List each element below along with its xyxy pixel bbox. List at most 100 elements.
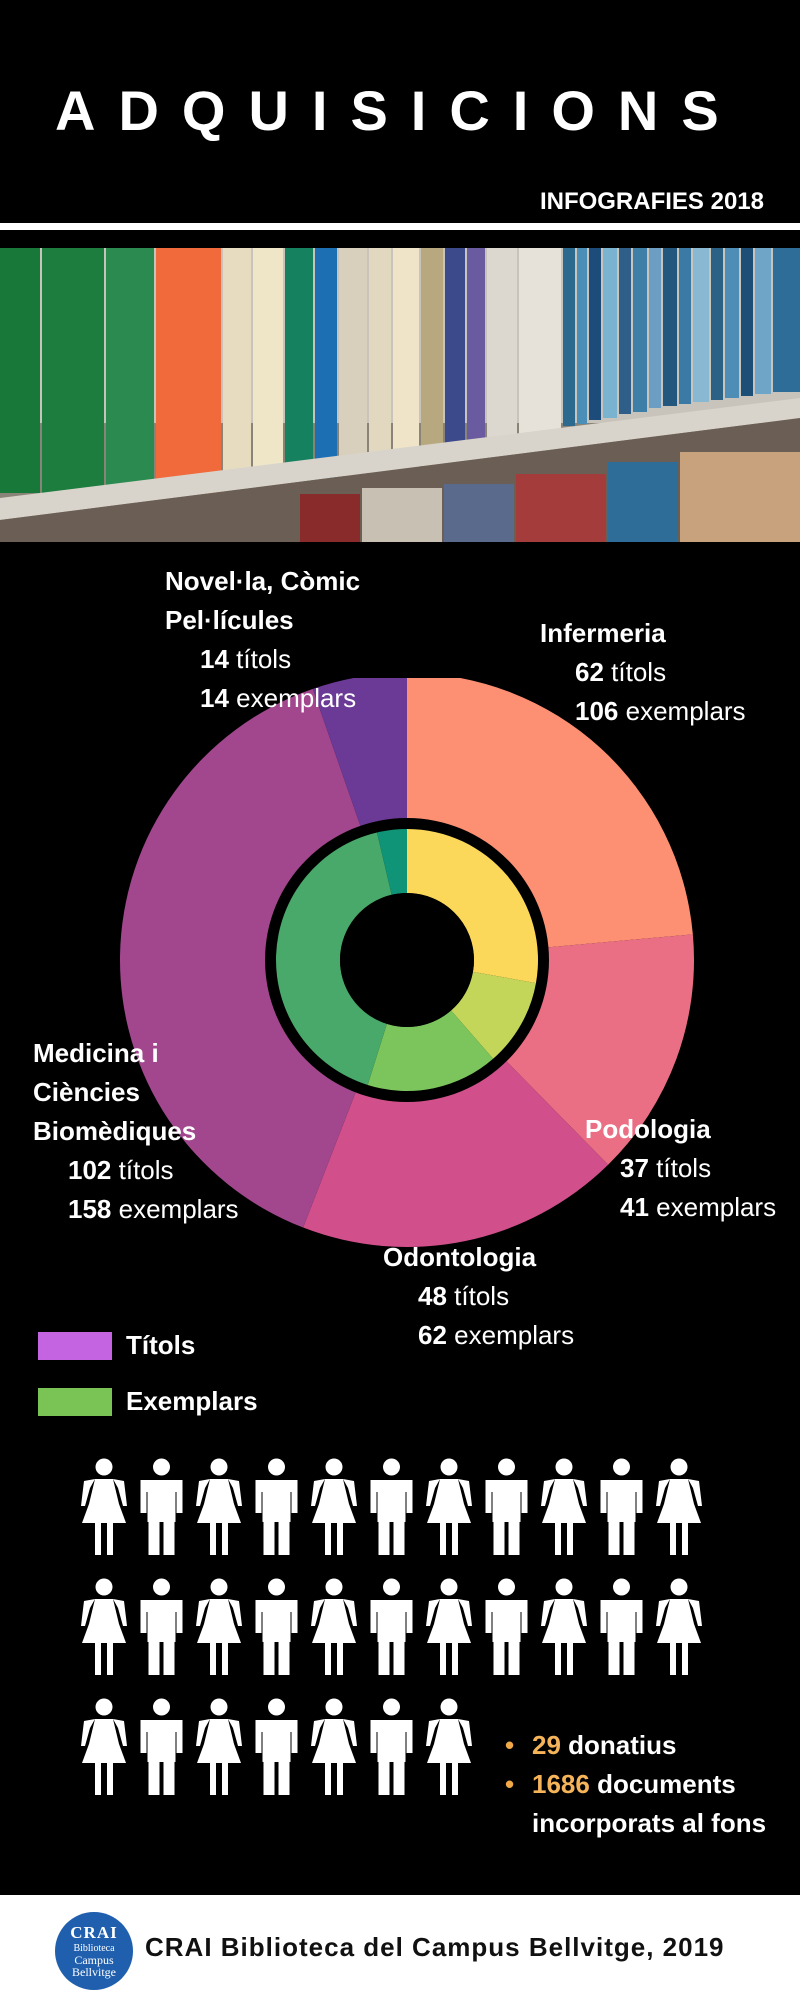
person-male-icon xyxy=(600,1458,643,1555)
copies-value: 62 xyxy=(418,1320,447,1350)
copies-slice-2 xyxy=(367,1010,494,1091)
titles-ring xyxy=(120,678,694,1247)
person-female-icon xyxy=(541,1578,587,1675)
person-female-icon xyxy=(311,1458,357,1555)
copies-unit: exemplars xyxy=(454,1320,575,1350)
bookshelf-photo xyxy=(0,248,800,542)
bullet-icon: • xyxy=(505,1730,515,1760)
person-female-icon xyxy=(426,1698,472,1795)
label-medicina: Medicina i Ciències Biomèdiques 102 títo… xyxy=(33,1034,239,1229)
acquisitions-donut-chart xyxy=(120,678,694,1247)
stats-list: • 29 donatius • 1686 documents incorpora… xyxy=(505,1726,795,1843)
person-female-icon xyxy=(656,1458,702,1555)
legend-item-titols: Títols xyxy=(38,1330,195,1361)
stat-label: documents incorporats al fons xyxy=(532,1769,767,1838)
divider xyxy=(0,223,800,230)
copies-unit: exemplars xyxy=(118,1194,239,1224)
people-pictogram xyxy=(81,1458,702,1795)
copies-slice-1 xyxy=(451,971,536,1059)
legend-item-exemplars: Exemplars xyxy=(38,1386,258,1417)
category-name: Novel·la, Còmic xyxy=(165,566,361,596)
person-female-icon xyxy=(656,1578,702,1675)
titles-slice-3 xyxy=(120,688,362,1228)
category-name: Biomèdiques xyxy=(33,1116,197,1146)
person-male-icon xyxy=(255,1458,298,1555)
person-female-icon xyxy=(81,1698,127,1795)
person-male-icon xyxy=(600,1578,643,1675)
copies-unit: exemplars xyxy=(236,683,357,713)
person-female-icon xyxy=(196,1698,242,1795)
person-male-icon xyxy=(370,1578,413,1675)
category-name: Ciències xyxy=(33,1077,140,1107)
copies-slice-0 xyxy=(407,829,538,984)
stat-item-donations: • 29 donatius xyxy=(505,1726,795,1765)
person-male-icon xyxy=(140,1578,183,1675)
footer xyxy=(0,1895,800,2000)
person-female-icon xyxy=(426,1578,472,1675)
legend-label: Exemplars xyxy=(126,1386,258,1416)
copies-unit: exemplars xyxy=(656,1192,777,1222)
person-female-icon xyxy=(81,1578,127,1675)
crai-logo: CRAI Biblioteca Campus Bellvitge xyxy=(55,1912,133,1990)
copies-value: 41 xyxy=(620,1192,649,1222)
person-male-icon xyxy=(255,1698,298,1795)
titles-slice-0 xyxy=(407,678,693,948)
person-female-icon xyxy=(196,1458,242,1555)
titles-unit: títols xyxy=(656,1153,712,1183)
bookshelf-image xyxy=(0,248,800,542)
titles-value: 14 xyxy=(200,644,229,674)
copies-value: 14 xyxy=(200,683,229,713)
person-female-icon xyxy=(311,1698,357,1795)
category-name: Medicina i xyxy=(33,1038,159,1068)
legend-label: Títols xyxy=(126,1330,196,1360)
category-name: Infermeria xyxy=(540,618,666,648)
label-podologia: Podologia 37 títols 41 exemplars xyxy=(585,1110,776,1227)
person-female-icon xyxy=(426,1458,472,1555)
legend-swatch xyxy=(38,1387,112,1416)
copies-value: 106 xyxy=(575,696,619,726)
label-odontologia: Odontologia 48 títols 62 exemplars xyxy=(383,1238,574,1355)
stat-value: 1686 xyxy=(532,1769,590,1799)
person-male-icon xyxy=(370,1458,413,1555)
titles-unit: títols xyxy=(236,644,292,674)
titles-unit: títols xyxy=(454,1281,510,1311)
titles-value: 102 xyxy=(68,1155,112,1185)
person-male-icon xyxy=(140,1458,183,1555)
copies-slice-3 xyxy=(276,832,392,1085)
titles-slice-2 xyxy=(303,1059,609,1247)
logo-text: Biblioteca xyxy=(73,1943,115,1954)
person-female-icon xyxy=(81,1458,127,1555)
person-male-icon xyxy=(485,1578,528,1675)
category-name: Podologia xyxy=(585,1114,711,1144)
footer-credit: CRAI Biblioteca del Campus Bellvitge, 20… xyxy=(145,1932,725,1962)
person-female-icon xyxy=(196,1578,242,1675)
copies-ring xyxy=(276,829,538,1091)
person-male-icon xyxy=(370,1698,413,1795)
logo-text: CRAI xyxy=(70,1923,118,1942)
titles-value: 37 xyxy=(620,1153,649,1183)
stat-value: 29 xyxy=(532,1730,561,1760)
stat-item-documents: • 1686 documents incorporats al fons xyxy=(505,1765,795,1843)
person-female-icon xyxy=(311,1578,357,1675)
bullet-icon: • xyxy=(505,1769,515,1799)
label-infermeria: Infermeria 62 títols 106 exemplars xyxy=(540,614,746,731)
label-novella: Novel·la, Còmic Pel·lícules 14 títols 14… xyxy=(165,562,360,718)
titles-value: 48 xyxy=(418,1281,447,1311)
titles-slice-4 xyxy=(312,678,407,828)
copies-value: 158 xyxy=(68,1194,112,1224)
page-subtitle: INFOGRAFIES 2018 xyxy=(539,188,764,215)
titles-unit: títols xyxy=(611,657,667,687)
person-female-icon xyxy=(541,1458,587,1555)
titles-value: 62 xyxy=(575,657,604,687)
copies-slice-4 xyxy=(377,829,407,895)
logo-text: Campus xyxy=(74,1953,114,1967)
titles-slice-1 xyxy=(505,934,694,1165)
titles-unit: títols xyxy=(118,1155,174,1185)
person-male-icon xyxy=(140,1698,183,1795)
copies-unit: exemplars xyxy=(625,696,746,726)
legend-swatch xyxy=(38,1331,112,1360)
category-name: Odontologia xyxy=(383,1242,537,1272)
person-male-icon xyxy=(255,1578,298,1675)
category-name: Pel·lícules xyxy=(165,605,294,635)
logo-text: Bellvitge xyxy=(72,1965,116,1979)
